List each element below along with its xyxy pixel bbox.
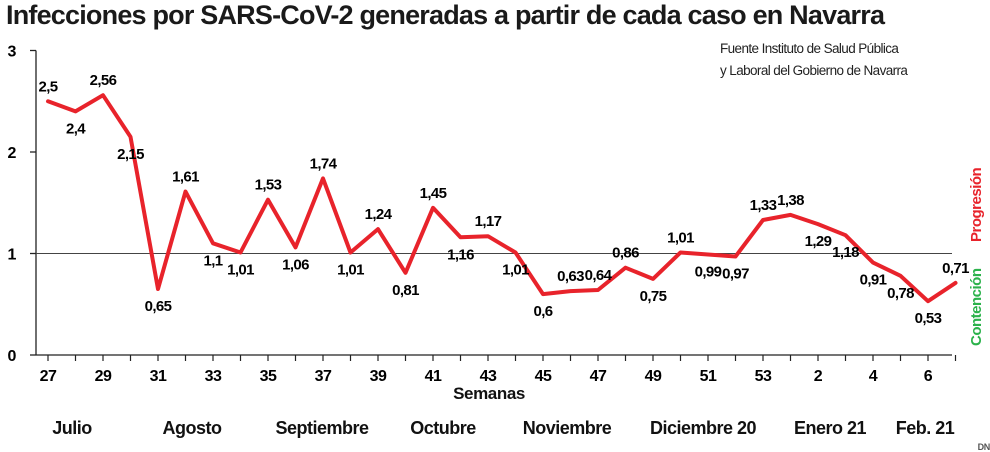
data-label: 1,18 <box>832 244 859 261</box>
y-tick-label: 2 <box>8 145 17 162</box>
data-label: 1,74 <box>310 155 338 172</box>
y-tick-label: 1 <box>8 247 17 264</box>
x-tick-label: 47 <box>590 368 607 385</box>
month-label: Julio <box>52 418 92 438</box>
data-label: 1,29 <box>805 233 832 250</box>
data-label: 0,75 <box>640 288 667 305</box>
x-tick-label: 53 <box>755 368 772 385</box>
data-label: 2,15 <box>117 146 144 163</box>
data-label: 0,63 <box>557 268 584 285</box>
x-tick-label: 45 <box>535 368 552 385</box>
y-tick-label: 3 <box>8 44 17 61</box>
x-tick-label: 33 <box>205 368 222 385</box>
y-tick-label: 0 <box>8 348 17 365</box>
data-label: 0,53 <box>915 310 942 327</box>
data-label: 2,56 <box>90 72 117 89</box>
data-label: 1,01 <box>227 261 254 278</box>
data-label: 0,97 <box>722 266 749 283</box>
series-line <box>46 93 958 304</box>
data-label: 1,45 <box>420 185 447 202</box>
month-labels: Julio Agosto Septiembre Octubre Noviembre Dic… <box>0 418 990 446</box>
publisher-logo: DN <box>977 442 990 452</box>
x-tick-label: 49 <box>645 368 662 385</box>
data-label: 0,86 <box>612 245 639 262</box>
x-tick-label: 29 <box>95 368 112 385</box>
data-label: 1,61 <box>172 169 199 186</box>
data-label: 0,65 <box>145 298 172 315</box>
data-label: 1,01 <box>337 261 364 278</box>
source-line-1: Fuente Instituto de Salud Pública <box>720 41 899 56</box>
data-label: 1,01 <box>667 229 694 246</box>
data-label: 0,6 <box>533 303 552 320</box>
x-tick-label: 41 <box>425 368 442 385</box>
data-label: 0,91 <box>860 272 887 289</box>
legend-contencion: Contención <box>968 268 985 347</box>
x-tick-label: 51 <box>700 368 717 385</box>
month-label: Agosto <box>162 418 223 438</box>
month-label: Septiembre <box>275 418 369 438</box>
data-label: 1,06 <box>282 256 309 273</box>
data-label: 0,99 <box>695 264 722 281</box>
x-tick-label: 37 <box>315 368 332 385</box>
data-label: 1,16 <box>447 246 474 263</box>
data-label: 0,64 <box>585 267 613 284</box>
data-label: 1,24 <box>365 206 393 223</box>
x-tick-label: 31 <box>150 368 167 385</box>
data-label: 2,4 <box>66 120 86 137</box>
x-tick-label: 35 <box>260 368 277 385</box>
x-tick-label: 2 <box>814 368 823 385</box>
chart-title: Infecciones por SARS-CoV-2 generadas a p… <box>6 0 885 30</box>
legend-progresion: Progresión <box>968 167 985 242</box>
x-tick-label: 39 <box>370 368 387 385</box>
month-label: Octubre <box>410 418 476 438</box>
data-label: 0,71 <box>942 260 969 277</box>
data-label: 0,78 <box>887 285 914 302</box>
x-axis-label: Semanas <box>453 384 525 403</box>
x-tick-label: 6 <box>924 368 933 385</box>
x-tick-label: 4 <box>869 368 878 385</box>
x-tick-label: 43 <box>480 368 497 385</box>
x-tick-label: 27 <box>40 368 57 385</box>
data-label: 1,1 <box>203 252 222 269</box>
month-label: Feb. 21 <box>895 418 955 438</box>
data-label: 1,53 <box>255 177 282 194</box>
data-label: 1,38 <box>777 192 804 209</box>
month-label: Enero 21 <box>793 418 867 438</box>
source-note: Fuente Instituto de Salud Pública y Labo… <box>720 38 908 82</box>
data-label: 1,01 <box>502 261 529 278</box>
data-label: 0,81 <box>392 282 419 299</box>
data-label: 1,33 <box>750 197 777 214</box>
month-label: Diciembre 20 <box>649 418 757 438</box>
data-label: 1,17 <box>475 213 502 230</box>
data-label: 2,5 <box>38 78 57 95</box>
source-line-2: y Laboral del Gobierno de Navarra <box>720 63 908 78</box>
month-label: Noviembre <box>522 418 612 438</box>
